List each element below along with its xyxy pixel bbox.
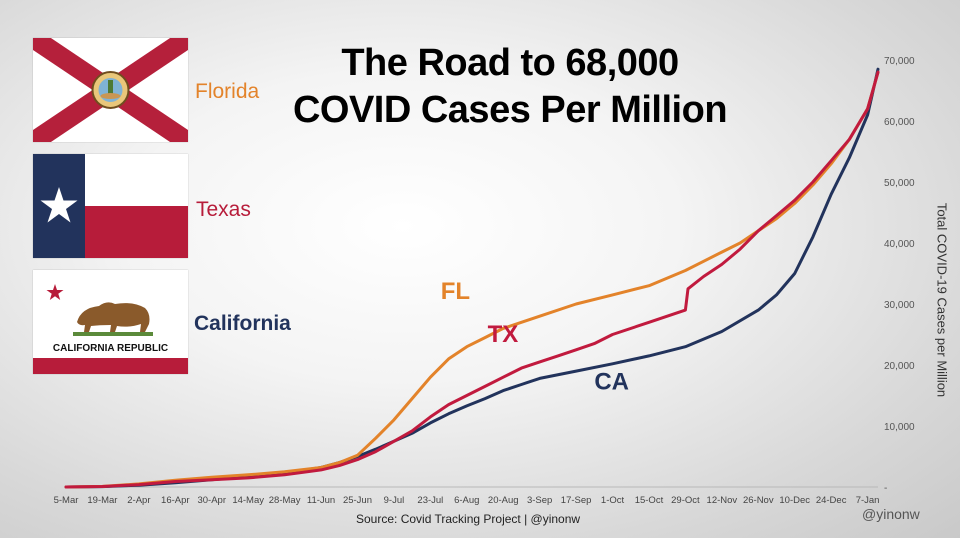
y-tick-label: 40,000 [884, 239, 915, 250]
florida-flag [33, 38, 188, 142]
california-flag-text: CALIFORNIA REPUBLIC [53, 343, 168, 354]
y-axis-title: Total COVID-19 Cases per Million [934, 202, 950, 398]
x-tick-label: 11-Jun [307, 495, 335, 506]
x-tick-label: 24-Dec [816, 495, 847, 506]
x-tick-label: 16-Apr [161, 495, 190, 506]
x-tick-label: 30-Apr [197, 495, 226, 506]
title-line-2: COVID Cases Per Million [292, 89, 728, 131]
y-tick-label: 60,000 [884, 117, 915, 128]
california-flag: CALIFORNIA REPUBLIC [33, 270, 188, 374]
series-line-ca [64, 67, 880, 489]
california-flag-image: CALIFORNIA REPUBLIC [33, 270, 188, 374]
texas-flag [33, 154, 188, 258]
x-tick-label: 15-Oct [635, 495, 664, 506]
y-tick-labels: - 10,000 20,000 30,000 40,000 50,000 60,000 70,… [884, 56, 915, 494]
x-tick-label: 1-Oct [601, 495, 625, 506]
florida-flag-image [33, 38, 188, 142]
x-tick-label: 17-Sep [561, 495, 592, 506]
y-tick-label: - [884, 483, 887, 494]
x-tick-label: 3-Sep [527, 495, 552, 506]
x-tick-label: 2-Apr [127, 495, 150, 506]
x-tick-label: 12-Nov [707, 495, 738, 506]
x-tick-label: 26-Nov [743, 495, 774, 506]
series-line-tx [64, 70, 880, 489]
state-label-florida: Florida [195, 80, 260, 103]
series-line-fl [64, 70, 880, 489]
x-tick-label: 19-Mar [87, 495, 117, 506]
y-tick-label: 10,000 [884, 422, 915, 433]
x-tick-label: 25-Jun [343, 495, 372, 506]
series-annotations: FL TX CA [441, 278, 629, 395]
annotation-ca: CA [594, 368, 629, 395]
x-tick-label: 6-Aug [454, 495, 479, 506]
x-tick-label: 23-Jul [417, 495, 443, 506]
y-tick-label: 30,000 [884, 300, 915, 311]
y-tick-label: 50,000 [884, 178, 915, 189]
y-tick-label: 70,000 [884, 56, 915, 67]
state-label-texas: Texas [196, 198, 251, 221]
annotation-fl: FL [441, 278, 470, 305]
x-tick-label: 7-Jan [856, 495, 880, 506]
x-tick-label: 10-Dec [779, 495, 810, 506]
x-tick-label: 28-May [269, 495, 301, 506]
author-handle: @yinonw [862, 506, 920, 522]
title-line-1: The Road to 68,000 [341, 42, 679, 84]
source-note: Source: Covid Tracking Project | @yinonw [356, 512, 581, 526]
x-tick-label: 14-May [232, 495, 264, 506]
annotation-tx: TX [488, 321, 519, 348]
y-tick-label: 20,000 [884, 361, 915, 372]
x-tick-labels: 5-Mar 19-Mar 2-Apr 16-Apr 30-Apr 14-May 28-May… [54, 495, 880, 506]
texas-flag-image [33, 154, 188, 258]
x-tick-label: 29-Oct [671, 495, 700, 506]
x-tick-label: 5-Mar [54, 495, 79, 506]
x-tick-label: 9-Jul [384, 495, 405, 506]
state-label-california: California [194, 312, 291, 335]
chart-title: The Road to 68,000 COVID Cases Per Milli… [250, 40, 770, 134]
x-tick-label: 20-Aug [488, 495, 519, 506]
series-lines [64, 67, 880, 489]
